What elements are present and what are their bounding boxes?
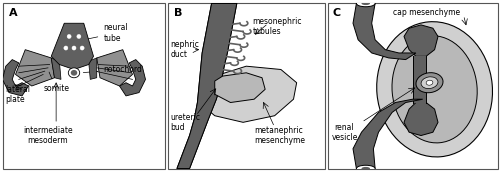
Polygon shape [88, 58, 97, 79]
Text: A: A [9, 8, 18, 18]
Text: neural
tube: neural tube [86, 23, 128, 43]
FancyBboxPatch shape [2, 3, 165, 169]
Ellipse shape [77, 34, 81, 39]
Text: lateral
plate: lateral plate [6, 85, 31, 104]
Polygon shape [2, 60, 29, 96]
Text: B: B [174, 8, 182, 18]
Polygon shape [97, 50, 132, 86]
Polygon shape [199, 66, 296, 122]
Ellipse shape [356, 0, 375, 7]
Polygon shape [353, 3, 416, 60]
Polygon shape [215, 73, 265, 103]
Text: mesonephric
tubules: mesonephric tubules [252, 17, 302, 36]
Ellipse shape [426, 80, 433, 85]
FancyBboxPatch shape [168, 3, 325, 169]
Polygon shape [120, 60, 146, 96]
FancyBboxPatch shape [328, 3, 498, 169]
Polygon shape [353, 99, 422, 169]
Ellipse shape [80, 46, 84, 50]
Text: intermediate
mesoderm: intermediate mesoderm [23, 126, 73, 145]
Ellipse shape [72, 46, 76, 50]
Ellipse shape [356, 165, 375, 172]
Polygon shape [16, 50, 54, 86]
Text: metanephric
mesenchyme: metanephric mesenchyme [254, 126, 305, 145]
Polygon shape [404, 25, 438, 56]
Text: nephric
duct: nephric duct [170, 40, 200, 59]
Text: somite: somite [43, 72, 69, 93]
Polygon shape [52, 58, 61, 79]
Text: cap mesenchyme: cap mesenchyme [392, 8, 460, 17]
Polygon shape [177, 3, 237, 169]
Ellipse shape [71, 70, 77, 76]
Ellipse shape [67, 34, 71, 39]
Text: C: C [332, 8, 340, 18]
Polygon shape [404, 103, 438, 136]
Text: renal
vesicle: renal vesicle [332, 122, 357, 142]
Ellipse shape [416, 73, 443, 93]
Ellipse shape [421, 77, 438, 89]
Polygon shape [177, 3, 237, 169]
Ellipse shape [362, 167, 370, 170]
Ellipse shape [64, 46, 68, 50]
Ellipse shape [376, 22, 492, 157]
Ellipse shape [68, 68, 80, 78]
Polygon shape [52, 23, 94, 69]
Text: ureteric
bud: ureteric bud [170, 113, 200, 132]
Ellipse shape [392, 36, 477, 143]
Text: notochord: notochord [84, 65, 142, 74]
Polygon shape [412, 56, 426, 103]
Ellipse shape [362, 2, 370, 5]
